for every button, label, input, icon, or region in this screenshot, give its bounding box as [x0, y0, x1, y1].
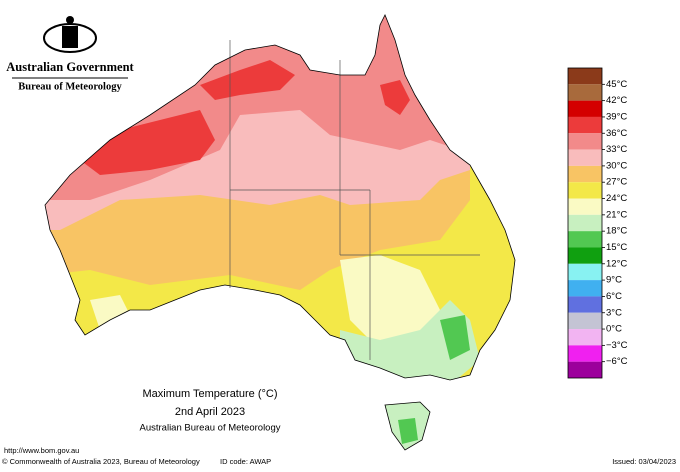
legend-swatch — [568, 247, 602, 264]
map-title: Maximum Temperature (°C) — [142, 388, 277, 400]
legend-swatch — [568, 263, 602, 281]
legend-label: −6°C — [606, 356, 628, 367]
legend-frame — [567, 67, 603, 379]
legend-label: 27°C — [606, 177, 627, 188]
legend-label: 45°C — [606, 79, 627, 90]
legend-swatch — [568, 149, 602, 166]
legend-label: 9°C — [606, 275, 622, 286]
legend-swatch — [568, 198, 602, 215]
agency-name: Bureau of Meteorology — [18, 81, 122, 92]
legend-swatch — [568, 68, 602, 85]
legend-swatch — [568, 296, 602, 313]
legend-label: 21°C — [606, 209, 627, 220]
state-borders — [229, 40, 480, 360]
legend-label: 30°C — [606, 160, 627, 171]
legend-swatch — [568, 84, 602, 101]
legend-swatch — [568, 231, 602, 248]
legend-label: 0°C — [606, 324, 622, 335]
legend-swatch — [568, 165, 602, 183]
government-name: Australian Government — [6, 60, 134, 74]
legend-swatch — [568, 214, 602, 232]
footer-url: http://www.bom.gov.au — [4, 446, 79, 455]
legend-label: 18°C — [606, 226, 627, 237]
legend-swatch — [568, 116, 602, 134]
legend-swatch — [568, 361, 602, 378]
legend-label: 39°C — [606, 111, 627, 122]
legend-swatch — [568, 329, 602, 346]
footer-id: ID code: AWAP — [220, 457, 271, 466]
map-date: 2nd April 2023 — [175, 406, 245, 418]
legend-swatch — [568, 100, 602, 117]
legend-label: 6°C — [606, 291, 622, 302]
legend: 45°C 42°C 39°C 36°C 33°C 30°C 27°C 24°C 21°C 18°C… — [567, 67, 628, 379]
legend-swatch — [568, 133, 602, 150]
footer-issued: Issued: 03/04/2023 — [612, 457, 676, 466]
legend-label: 3°C — [606, 307, 622, 318]
legend-label: 15°C — [606, 242, 627, 253]
crest — [43, 16, 97, 53]
legend-swatch — [568, 345, 602, 362]
legend-label: 24°C — [606, 193, 627, 204]
legend-swatch — [568, 280, 602, 297]
legend-swatch — [568, 312, 602, 330]
coastline — [44, 14, 516, 451]
map-source: Australian Bureau of Meteorology — [140, 423, 281, 434]
legend-label: 33°C — [606, 144, 627, 155]
legend-label: 36°C — [606, 128, 627, 139]
footer-copyright: © Commonwealth of Australia 2023, Bureau… — [2, 457, 200, 466]
legend-swatch — [568, 182, 602, 199]
legend-label: −3°C — [606, 340, 628, 351]
legend-label: 42°C — [606, 95, 627, 106]
legend-label: 12°C — [606, 258, 627, 269]
